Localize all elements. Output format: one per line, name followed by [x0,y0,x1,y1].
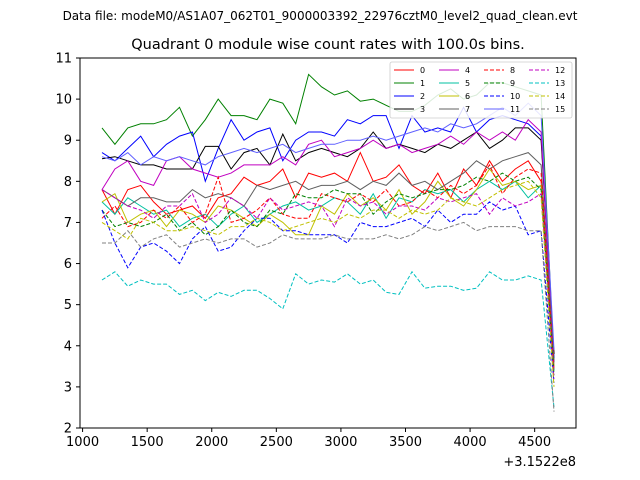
legend-label-11: 11 [510,105,520,114]
legend-label-13: 13 [555,79,565,88]
legend-label-7: 7 [465,105,470,114]
legend-label-0: 0 [420,66,425,75]
series-line-8 [101,163,555,371]
legend-label-1: 1 [420,79,425,88]
x-tick-label: 3000 [324,435,357,450]
x-tick-label: 1000 [66,435,99,450]
legend-label-8: 8 [510,66,515,75]
plot-area [101,73,555,412]
series-line-11 [101,102,555,350]
legend-label-14: 14 [555,92,565,101]
series-line-10 [101,201,555,383]
x-axis-offset-label: +3.1522e8 [503,455,576,470]
y-tick-label: 3 [64,380,72,395]
x-tick-label: 4500 [518,435,551,450]
series-line-12 [101,189,555,379]
legend-label-10: 10 [510,92,520,101]
x-tick-label: 4000 [454,435,487,450]
y-tick-label: 5 [64,298,72,313]
series-line-7 [101,152,555,363]
y-tick-label: 6 [64,257,72,272]
legend-label-3: 3 [420,105,425,114]
legend-label-6: 6 [465,92,470,101]
series-line-2 [101,106,555,359]
y-tick-label: 11 [55,52,72,67]
legend-label-2: 2 [420,92,425,101]
series-line-9 [101,172,555,375]
y-tick-label: 10 [55,93,72,108]
series-line-5 [101,180,555,371]
legend-frame [389,61,573,119]
x-tick-label: 2500 [260,435,293,450]
series-line-13 [101,270,555,408]
legend-label-12: 12 [555,66,565,75]
x-tick-label: 1500 [131,435,164,450]
y-tick-label: 7 [64,216,72,231]
y-tick-label: 8 [64,175,72,190]
legend-label-9: 9 [510,79,515,88]
legend-label-15: 15 [555,105,565,114]
series-line-15 [102,221,555,412]
chart-title: Quadrant 0 module wise count rates with … [131,37,525,53]
x-tick-label: 3500 [389,435,422,450]
y-tick-label: 4 [64,339,72,354]
axis-ticks: 1000 1500 2000 2500 3000 3500 4000 4500 2 3 4 5 6 7 8 9… [55,52,551,451]
legend-label-4: 4 [465,66,470,75]
legend-label-5: 5 [465,79,470,88]
series-line-6 [101,168,555,367]
y-tick-label: 2 [64,422,72,437]
series-line-14 [101,180,555,387]
x-tick-label: 2000 [195,435,228,450]
axes-frame [79,57,577,429]
y-tick-label: 9 [64,134,72,149]
chart-suptitle: Data file: modeM0/AS1A07_062T01_90000033… [63,9,578,23]
series-line-3 [101,127,555,355]
